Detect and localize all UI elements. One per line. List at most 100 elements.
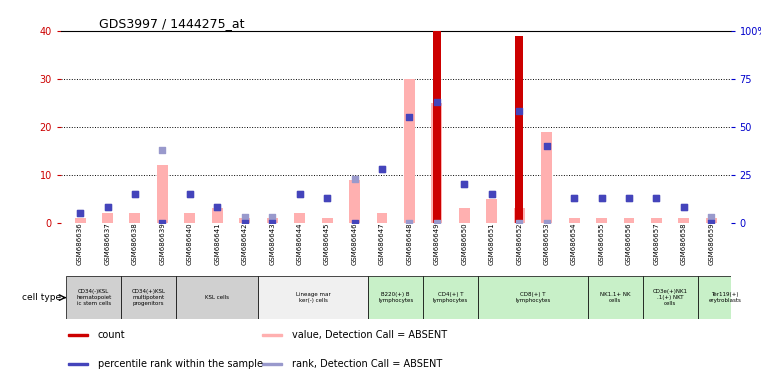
Text: GSM686646: GSM686646 xyxy=(352,223,358,265)
Text: GSM686648: GSM686648 xyxy=(406,223,412,265)
Point xyxy=(239,214,251,220)
Point xyxy=(294,191,306,197)
Text: percentile rank within the sample: percentile rank within the sample xyxy=(97,359,263,369)
Bar xyxy=(157,165,168,223)
Text: GDS3997 / 1444275_at: GDS3997 / 1444275_at xyxy=(99,17,244,30)
Text: CD8(+) T
lymphocytes: CD8(+) T lymphocytes xyxy=(515,292,550,303)
Point xyxy=(623,195,635,201)
Text: GSM686645: GSM686645 xyxy=(324,223,330,265)
Text: CD34(+)KSL
multipotent
progenitors: CD34(+)KSL multipotent progenitors xyxy=(132,289,166,306)
Text: KSL cells: KSL cells xyxy=(205,295,229,300)
Bar xyxy=(568,218,580,223)
Point xyxy=(431,99,443,105)
Point xyxy=(266,214,279,220)
Text: GSM686653: GSM686653 xyxy=(543,223,549,265)
Bar xyxy=(651,218,662,223)
Bar xyxy=(596,218,607,223)
Point xyxy=(101,204,113,210)
Bar xyxy=(514,208,525,223)
Point xyxy=(74,210,86,216)
Point xyxy=(458,181,470,187)
Text: GSM686641: GSM686641 xyxy=(215,223,221,265)
Text: GSM686638: GSM686638 xyxy=(132,223,138,265)
Point xyxy=(540,220,552,226)
Point xyxy=(321,195,333,201)
Bar xyxy=(623,218,635,223)
Bar xyxy=(295,213,305,223)
Text: GSM686636: GSM686636 xyxy=(77,223,83,265)
Text: GSM686639: GSM686639 xyxy=(160,223,165,265)
Bar xyxy=(587,276,643,319)
Bar xyxy=(75,218,85,223)
Point xyxy=(349,175,361,182)
Point xyxy=(129,191,141,197)
Bar xyxy=(753,276,761,319)
Point xyxy=(623,195,635,201)
Point xyxy=(349,220,361,226)
Point xyxy=(212,204,224,210)
Bar xyxy=(459,208,470,223)
Text: cell type: cell type xyxy=(22,293,61,302)
Point xyxy=(705,220,718,226)
Bar xyxy=(486,199,497,223)
Point xyxy=(486,191,498,197)
Bar xyxy=(262,363,282,366)
Text: B220(+) B
lymphocytes: B220(+) B lymphocytes xyxy=(378,292,413,303)
Bar xyxy=(68,334,88,336)
Bar xyxy=(377,213,387,223)
Point xyxy=(651,195,663,201)
Text: GSM686655: GSM686655 xyxy=(599,223,604,265)
Text: rank, Detection Call = ABSENT: rank, Detection Call = ABSENT xyxy=(292,359,442,369)
Point xyxy=(513,220,525,226)
Point xyxy=(101,204,113,210)
Bar xyxy=(368,276,423,319)
Bar xyxy=(66,276,121,319)
Text: CD4(+) T
lymphocytes: CD4(+) T lymphocytes xyxy=(433,292,468,303)
Point xyxy=(129,191,141,197)
Bar xyxy=(431,103,442,223)
Text: GSM686658: GSM686658 xyxy=(681,223,687,265)
Bar xyxy=(212,208,223,223)
Text: CD34(-)KSL
hematopoiet
ic stem cells: CD34(-)KSL hematopoiet ic stem cells xyxy=(76,289,111,306)
Bar xyxy=(678,218,689,223)
Bar xyxy=(706,218,717,223)
Point xyxy=(651,195,663,201)
Point xyxy=(403,220,416,226)
Bar xyxy=(68,363,88,366)
Text: GSM686652: GSM686652 xyxy=(516,223,522,265)
Text: NK1.1+ NK
cells: NK1.1+ NK cells xyxy=(600,292,631,303)
Bar xyxy=(102,213,113,223)
Text: GSM686647: GSM686647 xyxy=(379,223,385,265)
Point xyxy=(403,114,416,120)
Point xyxy=(184,191,196,197)
Text: CD3e(+)NK1
.1(+) NKT
cells: CD3e(+)NK1 .1(+) NKT cells xyxy=(653,289,688,306)
Point xyxy=(74,210,86,216)
Text: value, Detection Call = ABSENT: value, Detection Call = ABSENT xyxy=(292,330,447,340)
Text: GSM686651: GSM686651 xyxy=(489,223,495,265)
Text: GSM686654: GSM686654 xyxy=(571,223,577,265)
Text: GSM686644: GSM686644 xyxy=(297,223,303,265)
Point xyxy=(239,220,251,226)
Text: Ter119(+)
erytroblasts: Ter119(+) erytroblasts xyxy=(708,292,741,303)
Point xyxy=(513,108,525,114)
Text: GSM686657: GSM686657 xyxy=(654,223,660,265)
Bar xyxy=(433,31,441,223)
Bar xyxy=(129,213,141,223)
Bar xyxy=(423,276,478,319)
Bar xyxy=(698,276,753,319)
Bar xyxy=(259,276,368,319)
Bar xyxy=(478,276,587,319)
Text: count: count xyxy=(97,330,126,340)
Bar xyxy=(239,218,250,223)
Point xyxy=(568,195,580,201)
Text: GSM686659: GSM686659 xyxy=(708,223,715,265)
Text: Lineage mar
ker(-) cells: Lineage mar ker(-) cells xyxy=(296,292,331,303)
Bar xyxy=(176,276,259,319)
Point xyxy=(595,195,607,201)
Bar xyxy=(404,79,415,223)
Point xyxy=(486,191,498,197)
Bar xyxy=(184,213,196,223)
Text: GSM686640: GSM686640 xyxy=(187,223,193,265)
Text: GSM686642: GSM686642 xyxy=(242,223,248,265)
Point xyxy=(376,166,388,172)
